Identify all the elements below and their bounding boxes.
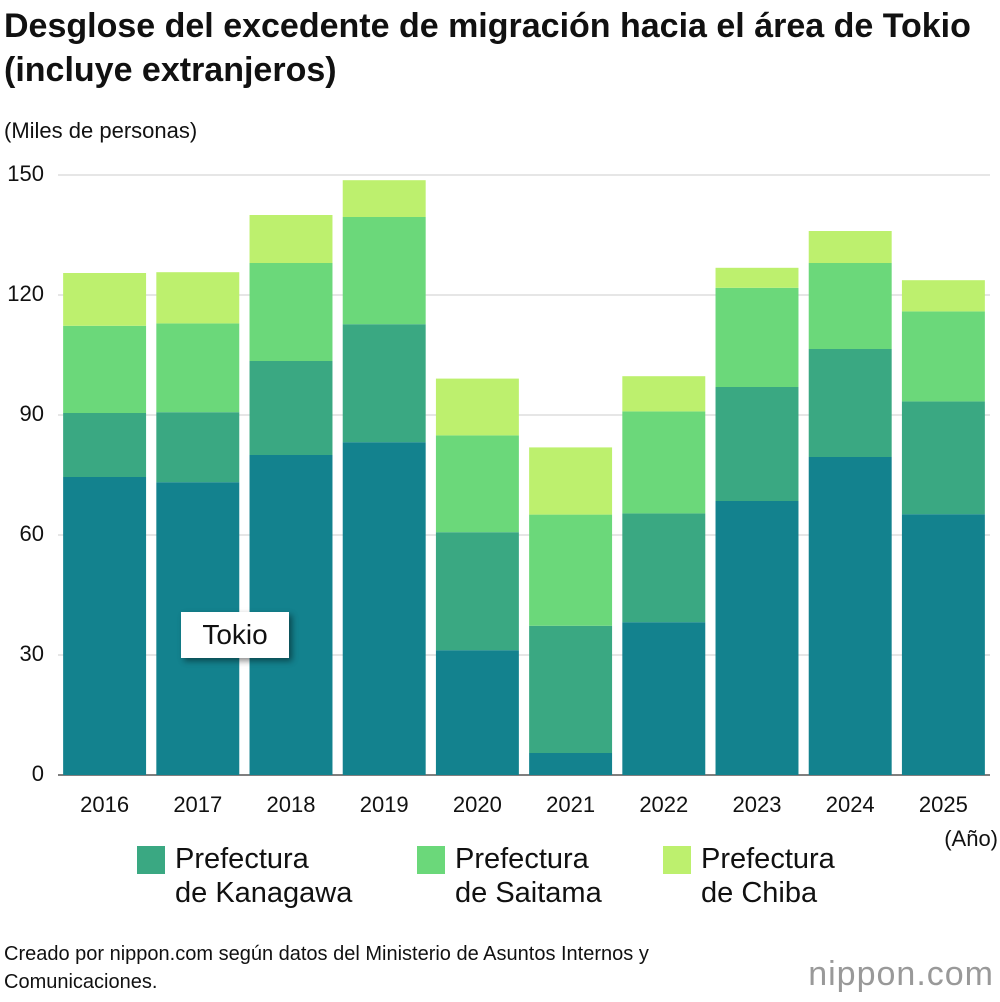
bar-segment [529,753,613,775]
bar-segment [808,457,892,775]
x-tick-label: 2019 [360,792,409,817]
x-tick-label: 2023 [733,792,782,817]
bar-segment [808,349,892,457]
bar-segment [529,447,613,515]
bar-segment [342,180,426,217]
legend-label: Prefectura de Saitama [455,843,602,909]
y-tick-label: 120 [7,281,44,306]
bar-segment [249,361,333,455]
bar-segment [808,231,892,263]
x-tick-label: 2024 [826,792,875,817]
legend-swatch [417,846,445,874]
legend-label: Prefectura de Chiba [701,843,835,909]
y-tick-label: 30 [20,641,44,666]
logo: nippon.com [808,955,994,993]
x-tick-label: 2016 [80,792,129,817]
bar-segment [529,514,613,626]
bar-segment [622,622,706,775]
chart-title: Desglose del excedente de migración haci… [4,7,971,89]
bar-segment [249,215,333,263]
bar-segment [63,273,147,326]
series-annotation: Tokio [181,612,289,658]
legend-label: Prefectura de Kanagawa [175,843,353,909]
bar-segment [156,323,240,413]
bar-segment [901,311,985,402]
x-tick-label: 2018 [267,792,316,817]
bar-segment [901,514,985,775]
bar-segment [342,217,426,325]
bar-segment [715,387,799,501]
bar-segment [342,442,426,775]
source-note: Creado por nippon.com según datos del Mi… [4,943,649,993]
y-tick-label: 90 [20,401,44,426]
y-tick-label: 0 [32,761,44,786]
x-tick-label: 2022 [639,792,688,817]
x-tick-label: 2017 [173,792,222,817]
bar-segment [715,267,799,288]
bar-segment [63,413,147,477]
bar-segment [156,272,240,324]
bar-segment [715,501,799,775]
legend-swatch [663,846,691,874]
bar-segment [529,625,613,753]
bar-segment [63,477,147,775]
bar-segment [715,287,799,387]
legend-swatch [137,846,165,874]
bar-segment [156,412,240,483]
y-tick-label: 60 [20,521,44,546]
chart: (Año) 0 30 60 90 120 150 2016 2017 2018 2019 2020 2… [7,161,998,851]
bar-segment [901,401,985,515]
y-tick-label: 150 [7,161,44,186]
bar-segment [435,435,519,533]
bar-segment [622,411,706,514]
bar-segment [342,324,426,443]
bar-segment [622,513,706,623]
x-tick-label: 2021 [546,792,595,817]
bar-segment [808,263,892,349]
y-axis-label: (Miles de personas) [4,118,198,143]
bar-segment [63,325,147,413]
bar-segment [435,650,519,775]
x-tick-label: 2025 [919,792,968,817]
bar-segment [901,280,985,312]
bar-segment [622,376,706,412]
x-axis-label: (Año) [944,826,998,851]
bar-segment [249,263,333,361]
bar-segment [435,378,519,436]
x-tick-label: 2020 [453,792,502,817]
bar-segment [435,532,519,651]
